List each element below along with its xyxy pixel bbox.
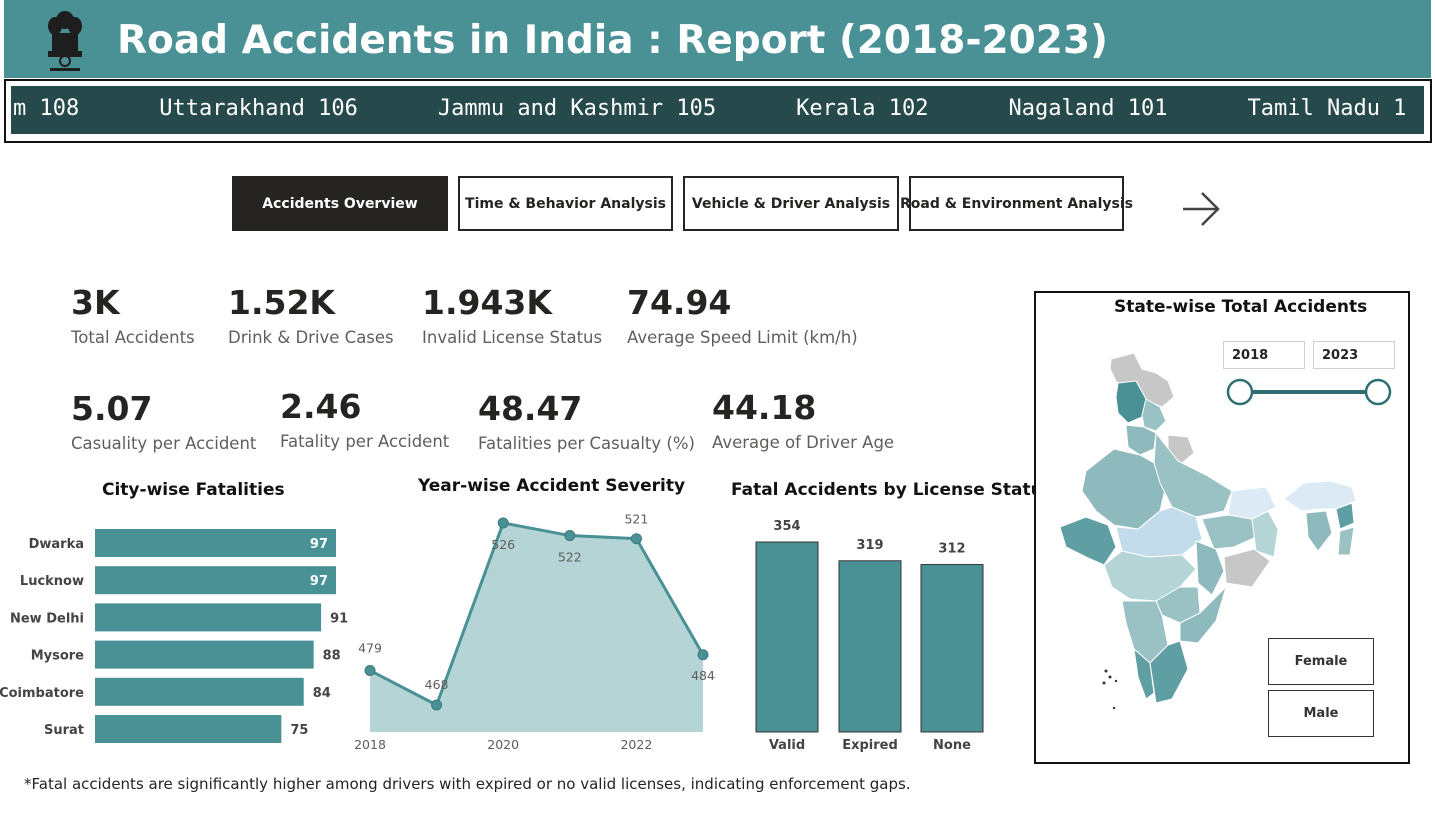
charts-canvas: Dwarka 97 Lucknow 97 New Delhi 91 Mysore 88 Coim… bbox=[0, 512, 984, 753]
city-bar-coimbatore[interactable] bbox=[95, 677, 304, 706]
tab-time-behavior-analysis[interactable]: Time & Behavior Analysis bbox=[458, 176, 673, 231]
license-value-label: 312 bbox=[938, 542, 965, 557]
kpi-drink-drive-value: 1.52K bbox=[228, 283, 335, 322]
city-label: Surat bbox=[44, 723, 84, 738]
slider-end-handle[interactable] bbox=[1364, 378, 1392, 406]
severity-line bbox=[369, 521, 705, 708]
slider-start-handle[interactable] bbox=[1226, 378, 1254, 406]
license-category-label: Valid bbox=[769, 738, 805, 753]
male-filter-button[interactable]: Male bbox=[1268, 690, 1374, 737]
severity-value-label: 468 bbox=[425, 677, 449, 692]
license-value-label: 354 bbox=[773, 519, 800, 534]
kpi-invalid-license-label: Invalid License Status bbox=[422, 328, 603, 347]
ticker-track: m 108 Uttarakhand 106 Jammu and Kashmir 10… bbox=[13, 96, 1424, 121]
city-value-label: 88 bbox=[323, 649, 341, 664]
license-bar-expired[interactable] bbox=[838, 560, 902, 733]
year-severity-chart: 479 468 526 522 521 484 2018 2020 2022 bbox=[354, 512, 715, 752]
license-bar-valid[interactable] bbox=[755, 541, 819, 733]
city-value-label: 75 bbox=[290, 723, 308, 738]
severity-x-tick: 2018 bbox=[354, 737, 386, 752]
page-title: Road Accidents in India : Report (2018-2… bbox=[117, 18, 1108, 63]
severity-x-tick: 2022 bbox=[620, 737, 652, 752]
city-bar-dwarka[interactable] bbox=[95, 529, 336, 557]
severity-value-label: 522 bbox=[558, 550, 582, 565]
city-value-label: 97 bbox=[310, 537, 328, 552]
severity-point[interactable] bbox=[697, 649, 709, 661]
severity-area bbox=[370, 523, 703, 732]
female-filter-button[interactable]: Female bbox=[1268, 638, 1374, 685]
year-severity-title: Year-wise Accident Severity bbox=[418, 476, 686, 496]
india-map[interactable] bbox=[1056, 351, 1381, 716]
city-bar-surat[interactable] bbox=[95, 715, 282, 743]
kpi-fatality-per-accident-value: 2.46 bbox=[280, 387, 362, 426]
year-to-field[interactable]: 2023 bbox=[1313, 341, 1395, 369]
tab-road-environment-analysis[interactable]: Road & Environment Analysis bbox=[900, 176, 1133, 231]
severity-point[interactable] bbox=[564, 530, 576, 542]
kpi-avg-speed-value: 74.94 bbox=[627, 283, 732, 322]
city-label: Coimbatore bbox=[0, 686, 84, 701]
kpi-total-accidents-value: 3K bbox=[71, 283, 120, 322]
state-ticker: m 108 Uttarakhand 106 Jammu and Kashmir 10… bbox=[11, 86, 1424, 134]
kpi-fatalities-per-casualty-value: 48.47 bbox=[478, 389, 583, 428]
kpi-avg-driver-age-label: Average of Driver Age bbox=[712, 433, 895, 452]
severity-value-label: 526 bbox=[491, 537, 515, 552]
city-label: Dwarka bbox=[29, 537, 84, 552]
severity-value-label: 484 bbox=[691, 668, 715, 683]
severity-x-tick: 2020 bbox=[487, 737, 519, 752]
license-status-chart: 354 Valid 319 Expired 312 None bbox=[755, 519, 984, 753]
arrow-right-icon[interactable] bbox=[1180, 188, 1222, 230]
severity-value-label: 479 bbox=[358, 640, 382, 655]
license-category-label: Expired bbox=[842, 738, 898, 753]
year-range-slider[interactable] bbox=[1222, 377, 1394, 407]
tab-vehicle-driver-analysis[interactable]: Vehicle & Driver Analysis bbox=[683, 176, 899, 231]
ticker-item: Tamil Nadu 1 bbox=[1247, 96, 1407, 121]
kpi-casualty-per-accident-value: 5.07 bbox=[71, 389, 153, 428]
city-label: New Delhi bbox=[10, 611, 84, 626]
ticker-item: Nagaland 101 bbox=[1008, 96, 1168, 121]
kpi-total-accidents-label: Total Accidents bbox=[71, 328, 195, 347]
city-value-label: 84 bbox=[313, 686, 331, 701]
kpi-fatalities-per-casualty-label: Fatalities per Casualty (%) bbox=[478, 434, 695, 453]
city-bar-mysore[interactable] bbox=[95, 640, 314, 669]
severity-point[interactable] bbox=[364, 664, 376, 676]
severity-point[interactable] bbox=[431, 699, 443, 711]
kpi-avg-driver-age-value: 44.18 bbox=[712, 388, 817, 427]
map-title: State-wise Total Accidents bbox=[1114, 297, 1368, 317]
city-value-label: 91 bbox=[330, 611, 348, 626]
city-bar-lucknow[interactable] bbox=[95, 566, 336, 595]
severity-point[interactable] bbox=[630, 533, 642, 545]
ticker-item: m 108 bbox=[13, 96, 80, 121]
ticker-item: Kerala 102 bbox=[796, 96, 929, 121]
year-from-field[interactable]: 2018 bbox=[1223, 341, 1305, 369]
kpi-invalid-license-value: 1.943K bbox=[422, 283, 552, 322]
city-label: Mysore bbox=[31, 649, 84, 664]
footnote: *Fatal accidents are significantly highe… bbox=[24, 775, 911, 793]
kpi-fatality-per-accident-label: Fatality per Accident bbox=[280, 432, 450, 451]
city-value-label: 97 bbox=[310, 574, 328, 589]
city-bar-new-delhi[interactable] bbox=[95, 603, 322, 632]
city-fatalities-title: City-wise Fatalities bbox=[102, 480, 285, 500]
header-bar bbox=[4, 0, 1431, 78]
city-label: Lucknow bbox=[20, 574, 84, 589]
license-bar-none[interactable] bbox=[920, 564, 984, 733]
kpi-drink-drive-label: Drink & Drive Cases bbox=[228, 328, 394, 347]
state-map-panel: State-wise Total Accidents 2018 2023 bbox=[1034, 291, 1410, 764]
severity-point[interactable] bbox=[497, 517, 509, 529]
national-emblem-icon bbox=[48, 11, 82, 71]
license-value-label: 319 bbox=[856, 538, 883, 553]
kpi-casualty-per-accident-label: Casuality per Accident bbox=[71, 434, 257, 453]
severity-value-label: 521 bbox=[624, 512, 648, 527]
city-fatalities-chart: Dwarka 97 Lucknow 97 New Delhi 91 Mysore 88 Coim… bbox=[0, 529, 348, 743]
tab-accidents-overview[interactable]: Accidents Overview bbox=[232, 176, 448, 231]
license-category-label: None bbox=[933, 738, 971, 753]
license-status-title: Fatal Accidents by License Status bbox=[731, 480, 1053, 500]
ticker-item: Jammu and Kashmir 105 bbox=[437, 96, 717, 121]
kpi-avg-speed-label: Average Speed Limit (km/h) bbox=[627, 328, 858, 347]
ticker-item: Uttarakhand 106 bbox=[159, 96, 358, 121]
